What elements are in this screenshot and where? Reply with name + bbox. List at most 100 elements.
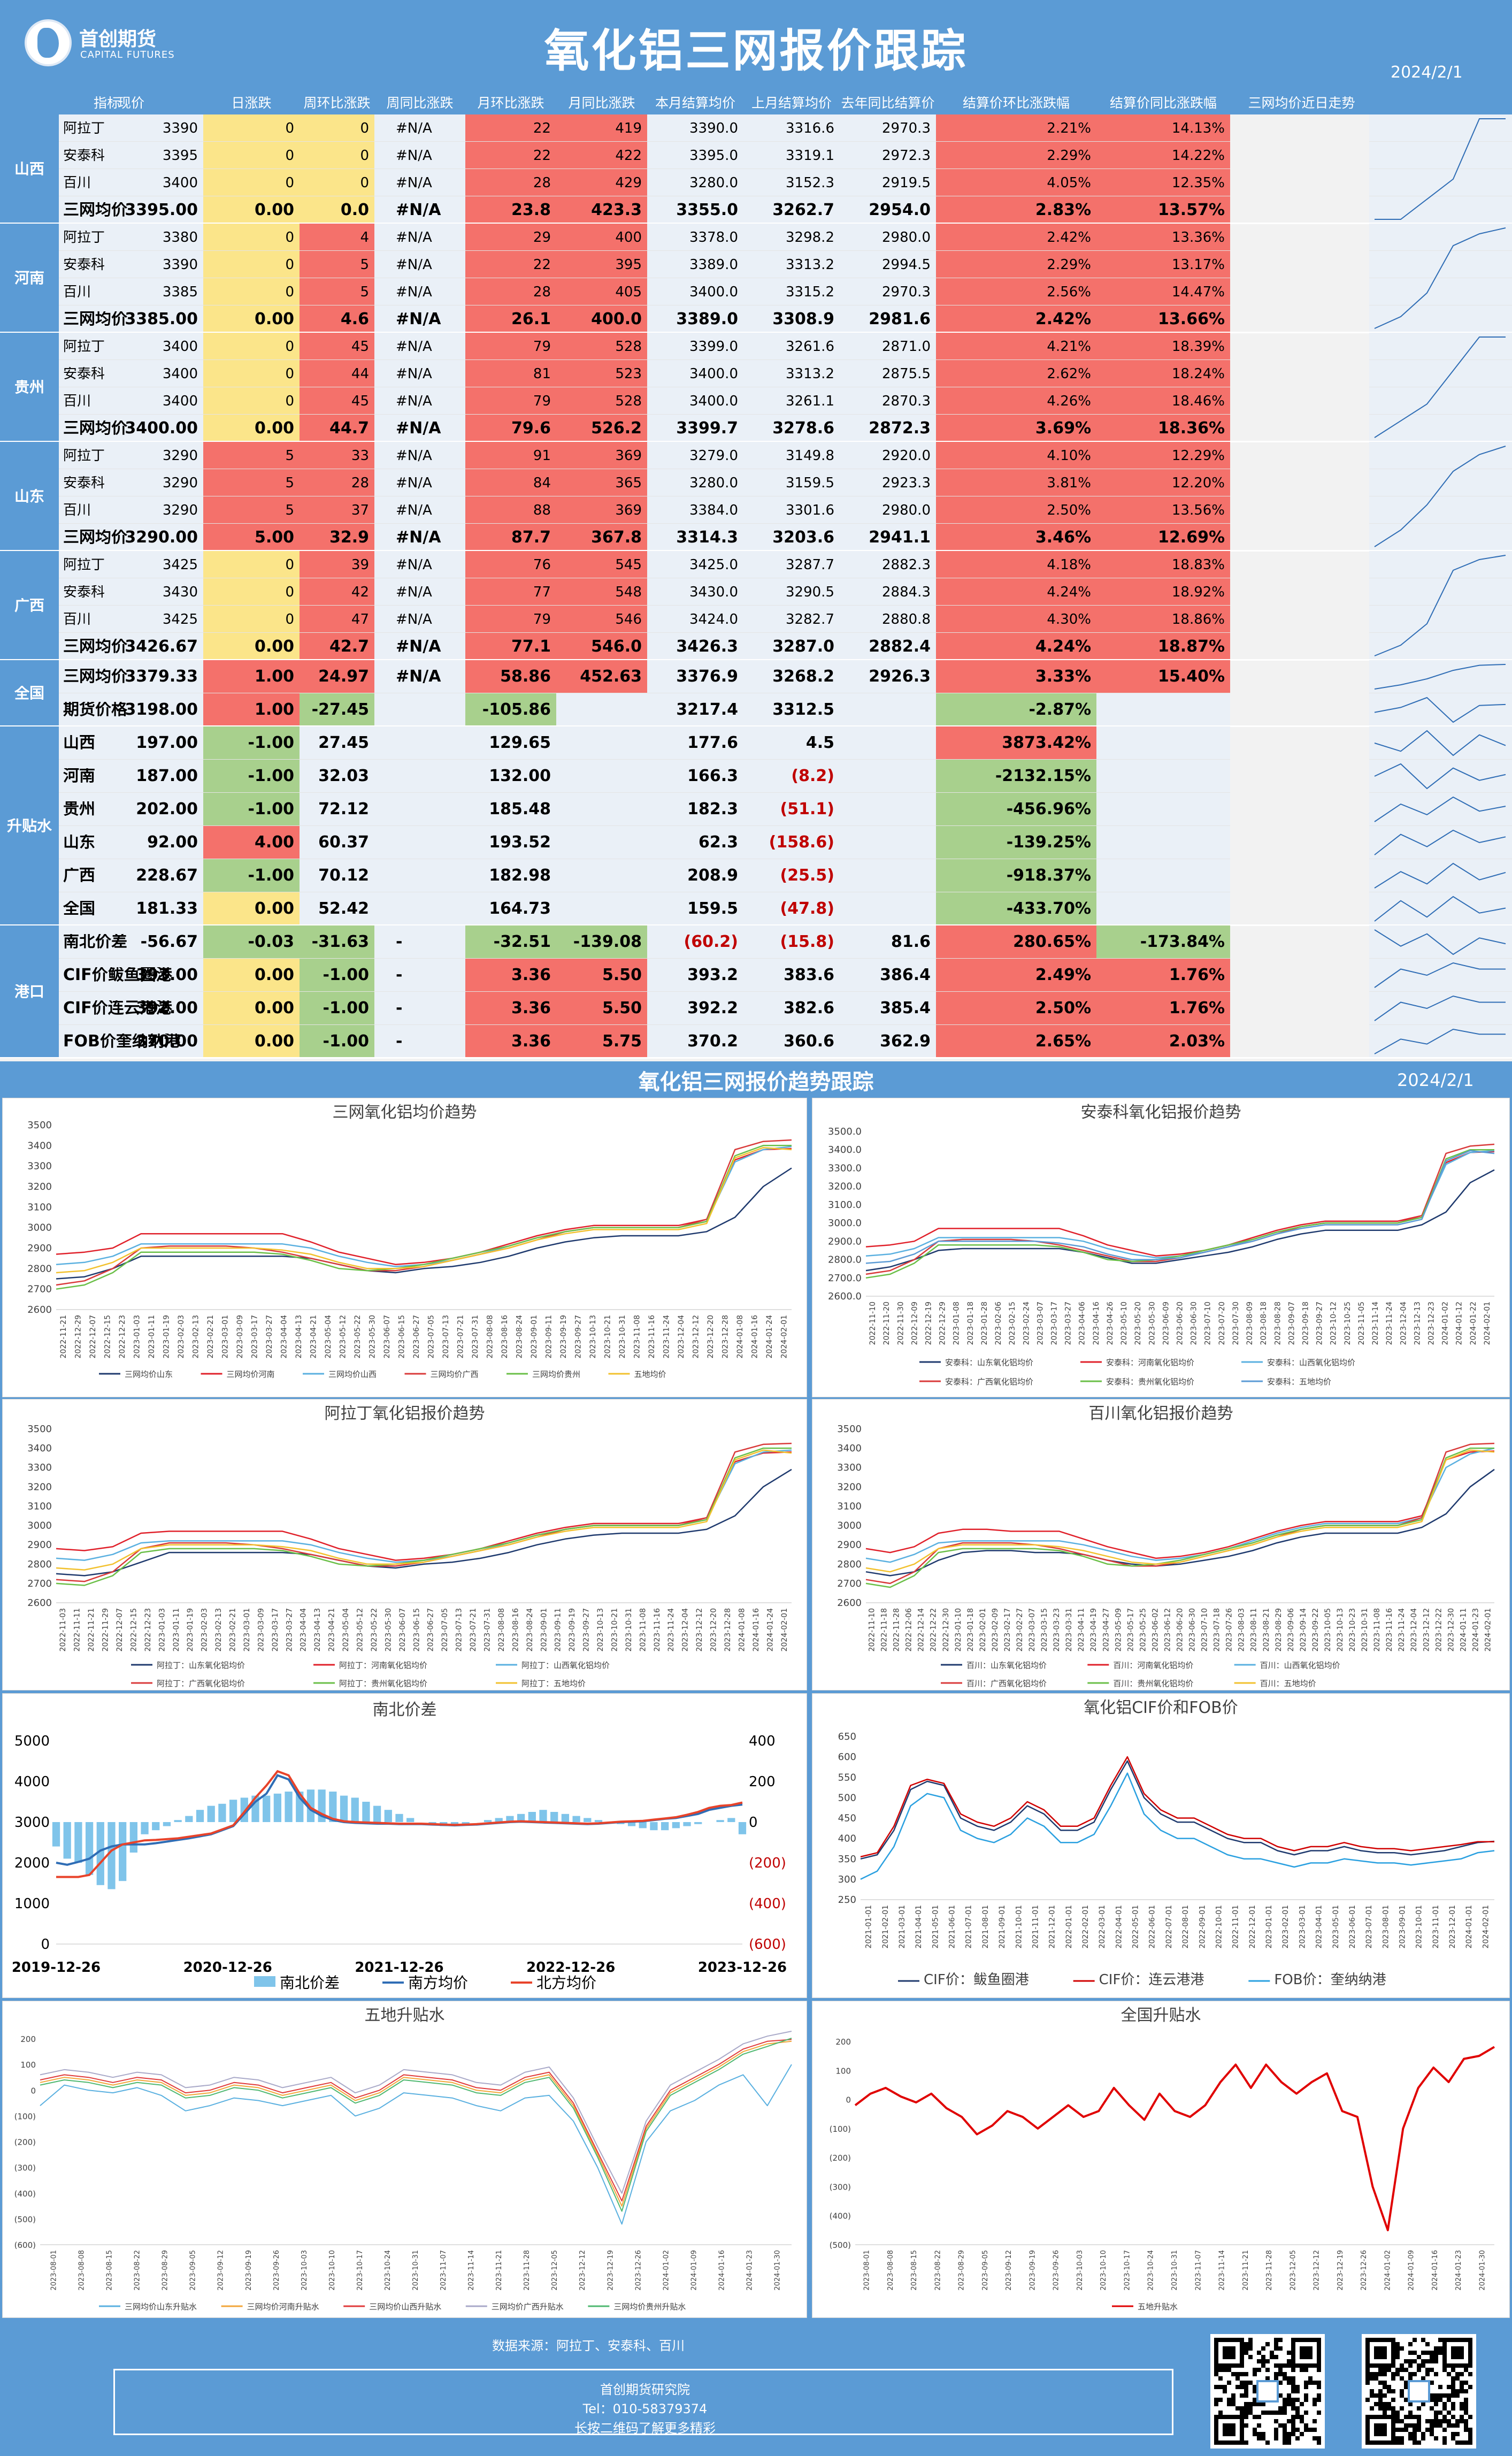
y-tick-label: 5000 [14,1733,50,1749]
table-cell: 5.50 [602,967,642,983]
table-cell-bg [743,760,840,793]
table-cell-bg [203,693,300,726]
legend-label: CIF价：鲅鱼圈港 [924,1972,1029,1988]
table-cell: 3159.5 [786,476,834,490]
table-cell-bg [556,224,647,251]
table-cell-bg [647,442,743,469]
table-cell: 15.40% [1158,669,1225,685]
x-tick-label: 2023-05-10 [1120,1302,1129,1345]
table-cell-bg [59,859,203,892]
x-tick-label: 2023-01-11 [172,1608,181,1651]
table-cell-bg [59,760,203,793]
table-cell-bg [374,142,465,169]
table-cell: 3290 [162,448,198,463]
row-label: 安泰科 [63,148,105,163]
table-cell: 4 [360,230,369,244]
table-cell-bg [465,693,556,726]
x-tick-label: 2024-02-01 [1483,1302,1492,1345]
table-cell-bg [936,959,1096,992]
table-cell: 81.6 [891,934,931,950]
x-tick-label: 2023-09-01 [530,1315,539,1358]
table-cell-bg [1096,760,1230,793]
x-tick-label: 2023-03-07 [1028,1608,1037,1651]
y-tick-label: 3400 [837,1443,862,1454]
qr-code-icon[interactable] [1210,2334,1325,2449]
x-tick-label: 2023-09-26 [273,2250,281,2291]
sparkline [1374,929,1506,955]
y-tick-label: 3500.0 [828,1126,862,1137]
table-cell-bg [374,442,465,469]
table-cell: 129.65 [489,735,551,751]
x-tick-label: 2023-06-30 [1188,1608,1197,1651]
x-tick-label: 2023-12-28 [724,1608,732,1651]
table-cell-bg [840,496,936,524]
x-tick-label: 2024-02-01 [780,1608,789,1651]
y-tick-label: 200 [835,2037,851,2047]
legend-label: 阿拉丁：五地均价 [521,1679,586,1688]
x-tick-label: 2023-12-30 [1447,1608,1455,1651]
spread-bar [108,1822,116,1889]
x-tick-label: 2023-01-11 [148,1315,156,1358]
table-cell-bg [556,726,647,760]
x-tick-label: 2023-06-15 [397,1315,406,1358]
legend-label: 百川：山西氧化铝均价 [1260,1661,1340,1670]
table-cell: -2132.15% [995,768,1091,784]
y-tick-label: 0 [30,2086,36,2095]
x-tick-label: 2023-08-29 [1275,1608,1283,1651]
spread-bar [584,1818,592,1822]
table-cell: 1.00 [254,669,294,685]
x-tick-label: 2023-01-03 [158,1608,166,1651]
x-tick-label: 2023-01-10 [954,1608,963,1651]
table-cell-bg [1369,660,1512,693]
y-tick-label: 2800.0 [828,1254,862,1266]
table-cell-bg [840,793,936,826]
x-tick-label: 2023-04-19 [1089,1608,1098,1651]
table-cell-bg [743,925,840,959]
table-cell: 2980.0 [882,230,931,244]
x-tick-label: 2023-03-31 [1065,1608,1073,1651]
column-header: 三网均价近日走势 [1248,96,1355,110]
logo-text: 首创期货 [79,28,157,50]
table-cell: 193.52 [489,835,551,851]
qr-code-icon[interactable] [1362,2334,1476,2449]
x-tick-label: 2023-02-17 [1003,1608,1012,1651]
legend-label: 三网均价山东 [125,1369,173,1379]
x-tick-label: 2024-01-16 [1431,2250,1439,2291]
x-tick-label: 2023-10-17 [356,2250,364,2291]
x-tick-label: 2023-12-26 [634,2250,642,2291]
table-cell-bg [936,305,1096,333]
table-cell: 2926.3 [869,669,931,685]
chart-title: 全国升贴水 [1121,2006,1201,2025]
table-cell: -2.87% [1029,702,1091,718]
table-cell-bg [840,578,936,606]
table-cell-bg [300,415,374,442]
table-cell: 2.83% [1035,202,1091,218]
x-tick-label: 2022-04-01 [1115,1905,1123,1948]
table-cell: 419 [615,121,642,135]
x-tick-label: 2023-01-18 [966,1302,975,1345]
x-tick-label: 2022-11-10 [868,1608,877,1651]
spread-bar [141,1822,149,1834]
table-cell: 3280.0 [689,175,738,190]
table-cell: 3400.0 [689,394,738,408]
table-cell: 0.00 [254,901,294,917]
table-cell-bg [300,251,374,278]
legend-label: 三网均价山西升贴水 [369,2302,441,2312]
table-cell-bg [556,360,647,387]
table-cell: 28 [533,285,551,299]
x-tick-label: 2022-12-07 [116,1608,124,1651]
table-cell-bg [59,142,203,169]
y-tick-label: 2900 [27,1243,52,1254]
spread-bar [63,1822,71,1859]
table-cell-bg [203,925,300,959]
table-cell-bg [203,793,300,826]
table-cell-bg [203,892,300,925]
table-cell-bg [374,660,465,693]
spread-bar [738,1822,747,1834]
spread-bar [384,1810,392,1822]
x-tick-label: 2023-05-04 [324,1315,333,1358]
table-cell-bg [300,826,374,859]
y-tick-label: 250 [838,1894,856,1906]
y-tick-label: (300) [14,2163,36,2173]
table-cell: 1.76% [1169,1000,1225,1016]
